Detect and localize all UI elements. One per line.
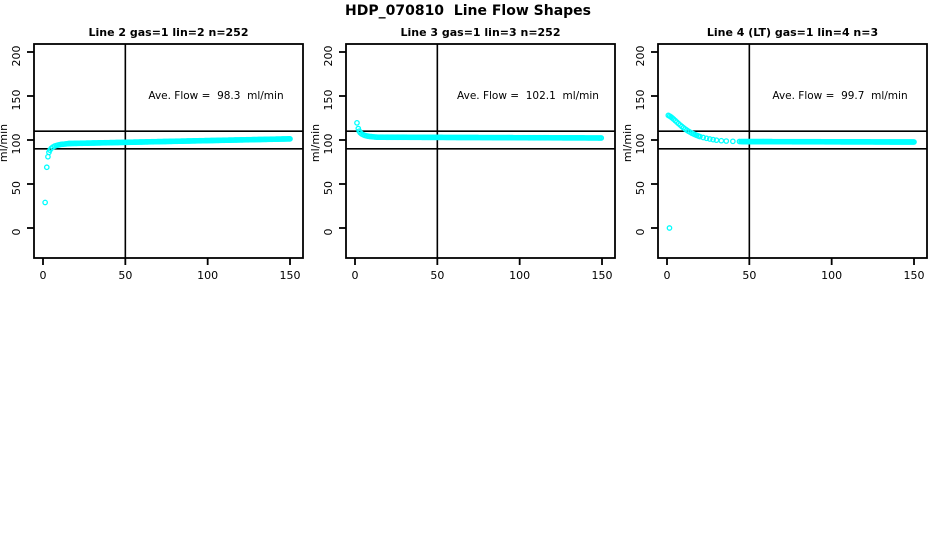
panel-1-y-tick-label: 50 [10, 181, 23, 195]
panel-3-data-point [730, 138, 736, 145]
panel-2-frame [345, 43, 616, 259]
panel-3-x-tick-label: 50 [742, 269, 756, 282]
panel-2-x-tick-label: 100 [509, 269, 530, 282]
panel-2-data-point [598, 135, 605, 141]
panel-1-x-tick-label: 0 [40, 269, 47, 282]
figure-title: HDP_070810 Line Flow Shapes [345, 3, 591, 19]
panel-1-data-point [287, 136, 293, 142]
panel-1-x-tick-label: 100 [197, 269, 218, 282]
panel-2-y-tick-label: 150 [322, 90, 335, 111]
panel-3-y-axis-label: ml/min [621, 124, 634, 162]
panel-3-x-tick-label: 0 [664, 269, 671, 282]
panel-3-y-tick-label: 200 [634, 46, 647, 67]
panel-3-data-point [697, 133, 703, 140]
panel-2-x-tick-label: 50 [430, 269, 444, 282]
panel-3-data-point [703, 135, 710, 142]
panel-3-data-point [700, 134, 707, 141]
panel-2-y-axis-label: ml/min [309, 124, 322, 162]
panel-3-x-tick-label: 100 [821, 269, 842, 282]
panel-1-ave-flow-annotation: Ave. Flow = 98.3 ml/min [148, 90, 284, 102]
panel-2-x-tick-label: 150 [592, 269, 613, 282]
panel-3-data-point [706, 136, 713, 142]
panel-3-y-tick-label: 100 [634, 134, 647, 155]
panel-1-x-tick-label: 50 [118, 269, 132, 282]
panel-3-data-point [911, 139, 917, 145]
panel-2-data-point [354, 119, 360, 126]
panel-2-title: Line 3 gas=1 lin=3 n=252 [400, 26, 561, 39]
panel-1-y-axis-label: ml/min [0, 124, 10, 162]
panel-3-x-tick-label: 150 [904, 269, 925, 282]
panel-1-y-tick-label: 150 [10, 90, 23, 111]
panel-3-ave-flow-annotation: Ave. Flow = 99.7 ml/min [772, 90, 908, 102]
panel-3-y-tick-label: 0 [634, 229, 647, 236]
panel-2-y-tick-label: 50 [322, 181, 335, 195]
panel-3-title: Line 4 (LT) gas=1 lin=4 n=3 [706, 26, 879, 39]
panel-3-y-tick-label: 150 [634, 90, 647, 111]
panel-1-data-point [43, 164, 50, 171]
panel-3-data-point [666, 225, 673, 231]
panel-1-data-point [45, 153, 51, 160]
panel-1-y-tick-label: 0 [10, 229, 23, 236]
panel-2-x-tick-label: 0 [352, 269, 359, 282]
panel-3-data-point [718, 137, 725, 144]
panel-2-ave-flow-annotation: Ave. Flow = 102.1 ml/min [457, 90, 599, 102]
panel-1-y-tick-label: 100 [10, 134, 23, 155]
panel-1-data-point [42, 199, 48, 206]
panel-1-frame [33, 43, 304, 259]
panel-3-data-point [723, 138, 730, 144]
panel-1-y-tick-label: 200 [10, 46, 23, 67]
panel-2-y-tick-label: 0 [322, 229, 335, 236]
panel-3-frame [657, 43, 928, 259]
panel-2-y-tick-label: 200 [322, 46, 335, 67]
panel-3-data-point [710, 136, 716, 143]
panel-2-y-tick-label: 100 [322, 134, 335, 155]
panel-3-y-tick-label: 50 [634, 181, 647, 195]
panel-1-x-tick-label: 150 [280, 269, 301, 282]
panel-1-title: Line 2 gas=1 lin=2 n=252 [88, 26, 249, 39]
